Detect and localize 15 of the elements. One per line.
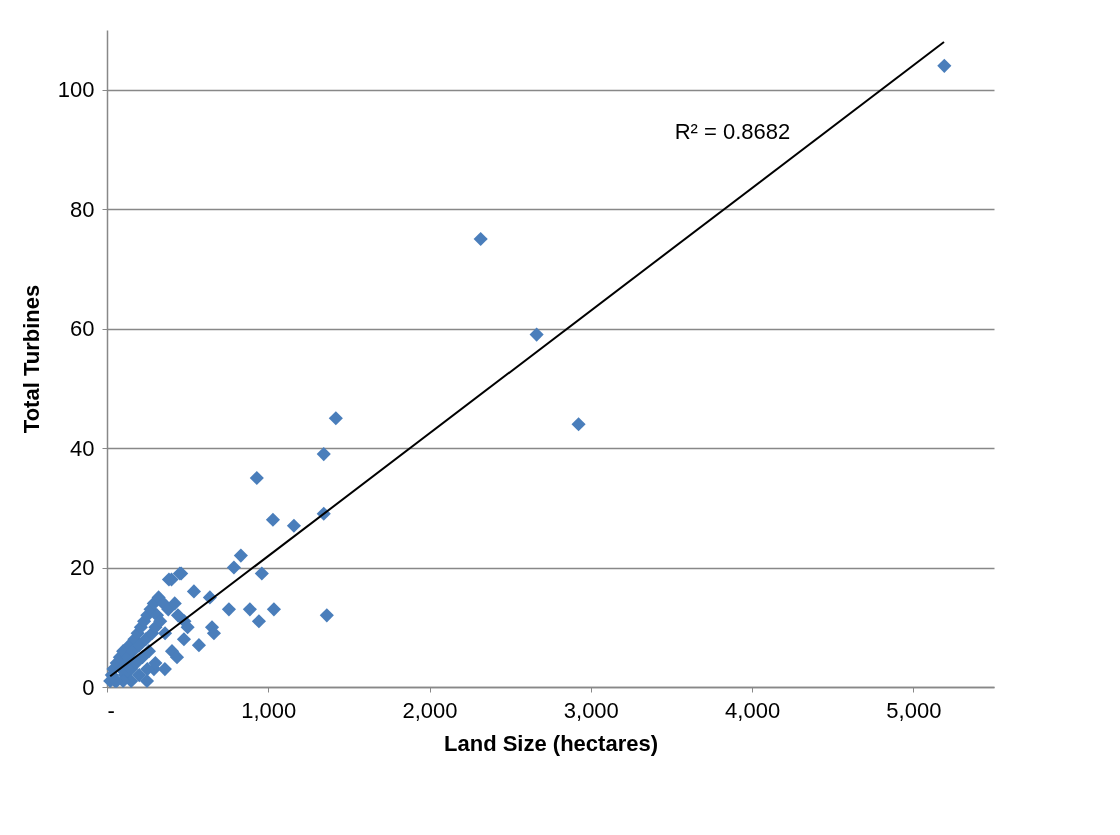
- y-tick-label: 40: [70, 435, 95, 461]
- annotation: R² = 0.8682: [674, 118, 791, 144]
- x-tick-label: 1,000: [241, 697, 297, 723]
- y-axis-title: Total Turbines: [18, 284, 44, 434]
- x-axis-title: Land Size (hectares): [444, 730, 658, 756]
- y-tick-label: 20: [70, 555, 95, 581]
- x-tick-label: -: [107, 697, 115, 723]
- x-tick-label: 4,000: [725, 697, 781, 723]
- y-tick-label: 100: [57, 77, 95, 103]
- y-tick-label: 0: [82, 674, 95, 700]
- x-tick-label: 5,000: [886, 697, 942, 723]
- y-tick-label: 80: [70, 196, 95, 222]
- y-tick-label: 60: [70, 316, 95, 342]
- x-tick-label: 2,000: [402, 697, 458, 723]
- x-tick-label: 3,000: [563, 697, 619, 723]
